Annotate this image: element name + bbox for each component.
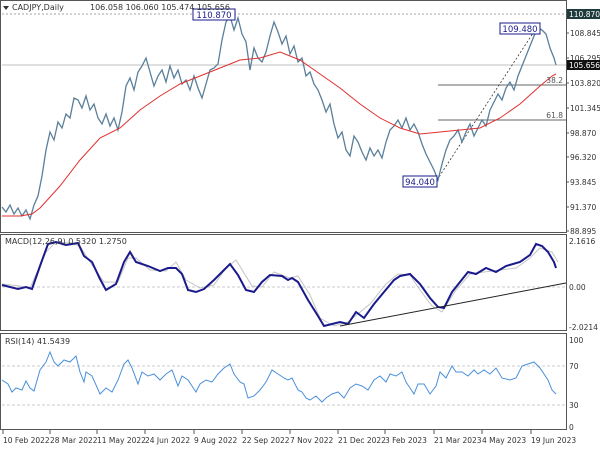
swing-high-label-box: 109.480 xyxy=(499,22,541,35)
svg-text:3 Feb 2023: 3 Feb 2023 xyxy=(385,436,427,445)
date-axis: 10 Feb 2022 28 Mar 2022 11 May 2022 24 J… xyxy=(2,430,576,445)
svg-text:106.058 106.060 105.474 105.65: 106.058 106.060 105.474 105.656 xyxy=(90,3,230,12)
svg-text:11 May 2022: 11 May 2022 xyxy=(97,436,146,445)
svg-text:93.845: 93.845 xyxy=(570,178,596,187)
macd-main-line xyxy=(1,240,557,328)
svg-text:105.656: 105.656 xyxy=(569,61,600,70)
macd-trendline xyxy=(339,282,567,327)
panel-frames xyxy=(0,0,567,430)
svg-text:21 Mar 2023: 21 Mar 2023 xyxy=(434,436,482,445)
rsi-axis: 100 70 30 0 xyxy=(569,336,584,432)
rsi-label: RSI(14) 41.5439 xyxy=(5,337,70,346)
rsi-panel[interactable] xyxy=(1,350,566,406)
svg-text:96.320: 96.320 xyxy=(570,153,596,162)
moving-average-line xyxy=(2,51,557,217)
svg-text:109.480: 109.480 xyxy=(502,25,537,35)
fib-382-label: 38.2 xyxy=(546,76,563,85)
svg-text:88.895: 88.895 xyxy=(570,227,596,236)
svg-text:70: 70 xyxy=(569,362,579,371)
fib-swing-line xyxy=(436,26,538,181)
svg-text:22 Sep 2022: 22 Sep 2022 xyxy=(242,436,290,445)
svg-text:10 Feb 2022: 10 Feb 2022 xyxy=(3,436,50,445)
high-price-tag: 110.870 xyxy=(567,9,600,19)
svg-text:101.345: 101.345 xyxy=(570,104,600,113)
svg-text:103.820: 103.820 xyxy=(570,79,600,88)
high-label-box: 110.870 xyxy=(192,8,236,21)
svg-text:94.040: 94.040 xyxy=(405,178,435,188)
svg-text:9 Aug 2022: 9 Aug 2022 xyxy=(194,436,237,445)
rsi-line xyxy=(1,350,557,403)
svg-text:108.845: 108.845 xyxy=(570,29,600,38)
main-price-panel[interactable]: 110.870 109.480 94.040 38.2 61.8 xyxy=(1,8,566,221)
svg-text:28 Mar 2022: 28 Mar 2022 xyxy=(50,436,98,445)
svg-text:-2.0214: -2.0214 xyxy=(569,323,598,332)
dropdown-triangle-icon[interactable] xyxy=(3,6,9,10)
svg-text:7 Nov 2022: 7 Nov 2022 xyxy=(290,436,333,445)
svg-text:CADJPY,Daily: CADJPY,Daily xyxy=(12,3,64,12)
macd-signal-line xyxy=(1,241,559,327)
macd-panel[interactable] xyxy=(1,240,567,328)
fib-618-label: 61.8 xyxy=(546,111,563,120)
price-axis: 108.845 106.295 103.820 101.345 98.870 9… xyxy=(566,9,600,236)
macd-label: MACD(12,26,9) 0.5320 1.2750 xyxy=(5,237,127,246)
macd-axis: 2.1616 0.00 -2.0214 xyxy=(569,237,598,332)
svg-text:100: 100 xyxy=(569,336,584,345)
svg-text:30: 30 xyxy=(569,401,579,410)
svg-text:106.295: 106.295 xyxy=(570,54,600,63)
svg-text:24 Jun 2022: 24 Jun 2022 xyxy=(145,436,190,445)
svg-text:2.1616: 2.1616 xyxy=(569,237,595,246)
current-price-tag: 105.656 xyxy=(567,60,600,70)
svg-text:0.00: 0.00 xyxy=(569,283,586,292)
svg-text:21 Dec 2022: 21 Dec 2022 xyxy=(338,436,386,445)
main-chart-header: CADJPY,Daily 106.058 106.060 105.474 105… xyxy=(3,3,230,12)
svg-text:0: 0 xyxy=(569,423,574,432)
price-bars xyxy=(1,14,557,221)
svg-text:4 May 2023: 4 May 2023 xyxy=(482,436,526,445)
svg-text:110.870: 110.870 xyxy=(196,11,231,21)
swing-low-label-box: 94.040 xyxy=(402,175,438,188)
svg-text:91.370: 91.370 xyxy=(570,203,596,212)
svg-text:110.870: 110.870 xyxy=(569,10,600,19)
svg-text:19 Jun 2023: 19 Jun 2023 xyxy=(531,436,576,445)
svg-text:98.870: 98.870 xyxy=(570,129,596,138)
